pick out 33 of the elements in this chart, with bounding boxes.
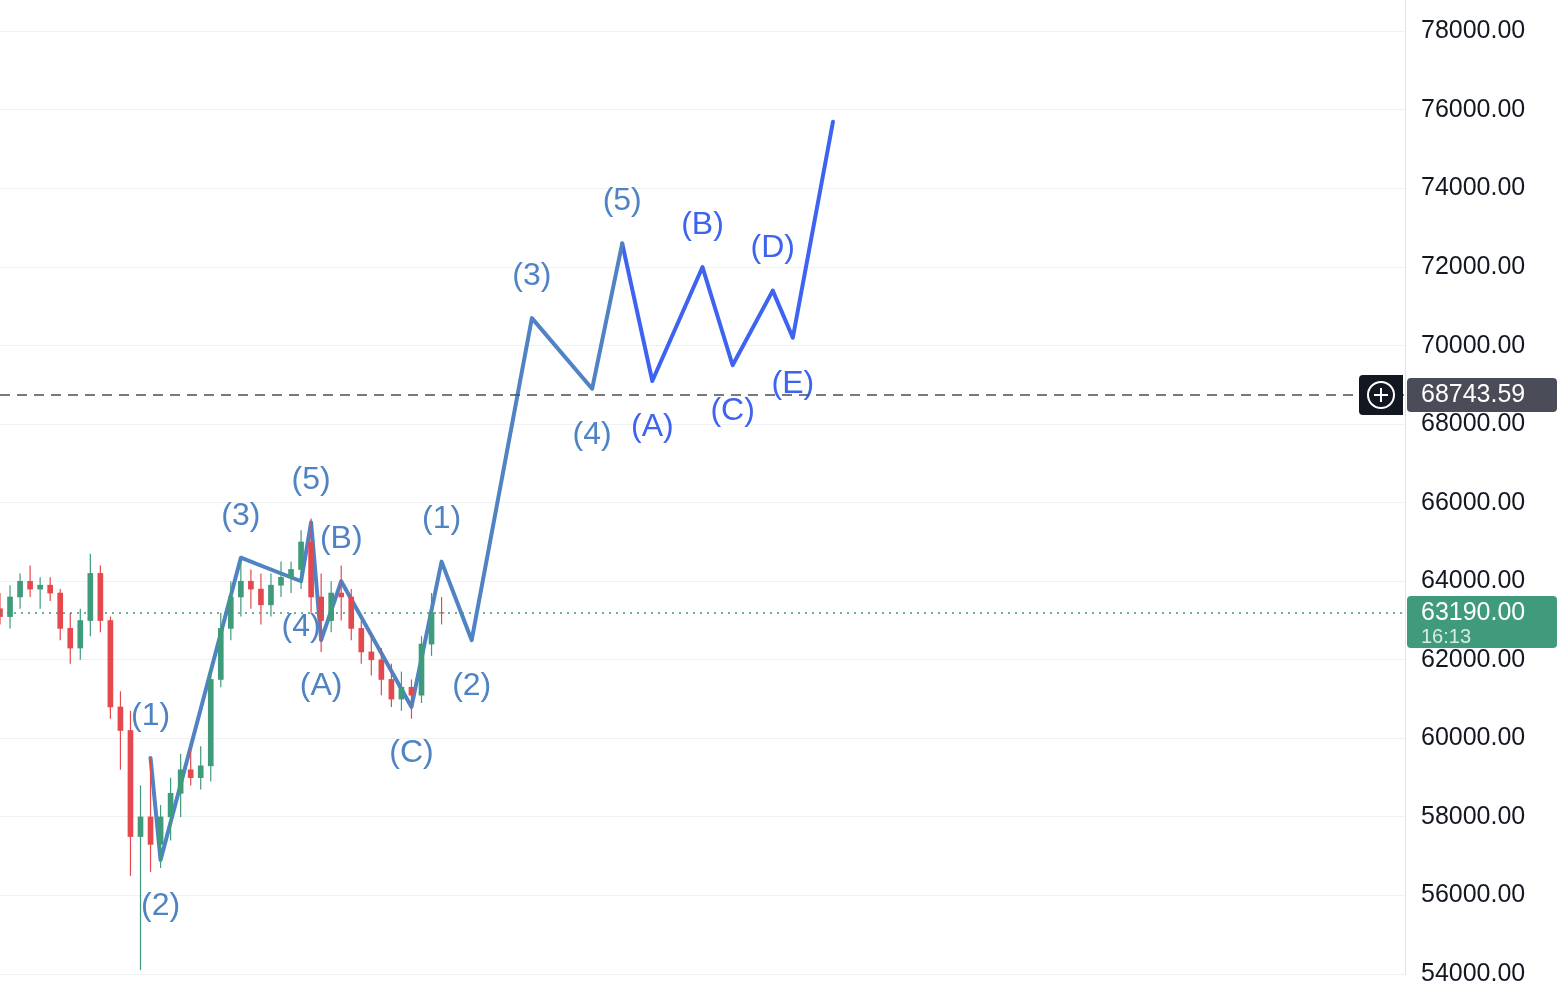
annotation: (1) [422,499,462,536]
y-tick-label: 60000.00 [1421,722,1526,751]
y-tick-label: 68000.00 [1421,408,1526,437]
y-tick-label: 74000.00 [1421,172,1526,201]
y-tick-label: 58000.00 [1421,800,1526,829]
annotation: (B) [681,204,724,241]
annotation: (D) [750,228,795,265]
y-tick-label: 70000.00 [1421,329,1526,358]
annotation: (4) [572,414,612,451]
annotation: (A) [299,666,343,702]
annotation: (5) [291,460,331,497]
annotation: (5) [602,181,642,218]
annotation: (E) [771,363,815,400]
annotation: (2) [452,666,492,702]
candlestick [187,749,194,787]
y-tick-label: 56000.00 [1421,879,1526,908]
y-tick-label: 66000.00 [1421,486,1526,515]
annotation: (1) [130,695,171,732]
annotation: (A) [630,406,674,443]
annotation: (3) [512,255,552,292]
y-tick-label: 72000.00 [1421,250,1526,279]
annotation: (4) [281,607,321,644]
annotation: (2) [141,885,181,922]
y-tick-label: 54000.00 [1421,957,1526,982]
annotation: (B) [319,519,363,556]
y-tick-label: 78000.00 [1421,15,1526,44]
ref-line-label: 63190.00 [1421,596,1526,625]
annotation: (3) [221,495,261,532]
annotation: (C) [389,732,434,769]
annotation: (C) [710,391,755,428]
ref-line-label: 68743.59 [1421,378,1526,407]
y-tick-label: 64000.00 [1421,565,1526,594]
y-tick-label: 76000.00 [1421,93,1526,122]
